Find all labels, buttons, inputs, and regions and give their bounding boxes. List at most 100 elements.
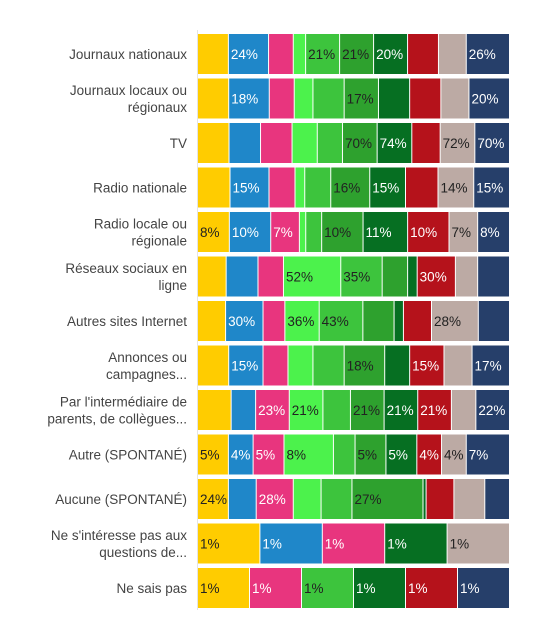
bar-segment [440,123,475,163]
data-label: 14% [441,181,468,196]
bar-segment [228,34,269,74]
bar-segment [378,78,410,119]
bar-segment [198,301,226,341]
bar-segment [271,212,299,252]
data-label: 30% [228,314,255,329]
bar-segment [302,568,353,608]
data-label: 43% [322,314,349,329]
data-label: 23% [258,403,285,418]
bar-segment [198,390,231,430]
data-label: 26% [469,47,496,62]
bar-segment [228,479,256,519]
data-label: 1% [408,581,428,596]
data-label: 1% [460,581,480,596]
category-label: Ne s'intéresse pas aux questions de... [51,528,187,560]
bar-segment [295,167,305,208]
bar-segment [370,167,405,208]
bar-segment [331,167,370,208]
bar-segment [292,123,317,163]
data-label: 7% [273,225,293,240]
data-label: 22% [478,403,505,418]
bar-segment [198,167,230,208]
bar-segment [417,434,442,475]
bar-segment [305,167,331,208]
bar-segment [438,34,466,74]
bar-segment [289,390,323,430]
data-label: 8% [286,448,306,463]
bar-segment [423,479,426,519]
bar-segment [466,434,509,475]
bar-segment [475,123,509,163]
data-label: 21% [308,47,335,62]
bar-segment [229,78,269,119]
bar-segment [306,34,340,74]
bar-segment [313,345,344,386]
bar-segment [344,345,385,386]
bar-segment [342,123,377,163]
bar-segment [441,78,469,119]
category-label: Autre (SPONTANÉ) [69,448,187,463]
bar-segment [198,345,229,386]
category-label: Radio nationale [93,181,187,196]
bar-segment [293,479,321,519]
bar-segment [408,256,417,297]
data-label: 28% [434,314,461,329]
data-label: 35% [343,270,370,285]
bar-segment [299,212,306,252]
data-label: 70% [345,136,372,151]
bar-segment [455,256,478,297]
bar-segment [469,78,509,119]
bar-segment [269,34,293,74]
data-label: 21% [420,403,447,418]
data-label: 36% [287,314,314,329]
category-label: Autres sites Internet [67,314,187,329]
data-label: 52% [286,270,313,285]
bar-segment [478,301,509,341]
bar-segment [408,212,449,252]
bar-segment [198,78,229,119]
bar-segment [478,256,509,297]
bar-segment [226,256,258,297]
bar-segment [285,301,319,341]
bar-segment [198,123,229,163]
data-label: 1% [200,537,220,552]
bar-segment [472,345,509,386]
bar-segment [406,568,457,608]
bar-segment [231,390,256,430]
bar-segment [198,34,228,74]
category-label: Par l'intermédiaire de parents, de collèg… [47,395,187,427]
bar-segment [229,345,263,386]
data-label: 15% [372,181,399,196]
data-label: 7% [452,225,472,240]
bar-segment [363,301,394,341]
bar-segment [322,212,363,252]
bar-segment [253,434,284,475]
bar-segment [317,123,342,163]
data-label: 15% [233,181,260,196]
data-label: 70% [477,136,504,151]
data-label: 20% [376,47,403,62]
bar-segment [230,167,269,208]
bar-segment [385,523,447,564]
data-label: 5% [388,448,408,463]
category-label: Journaux locaux ou régionaux [70,83,187,115]
data-label: 21% [353,403,380,418]
data-label: 16% [333,181,360,196]
data-label: 11% [366,225,392,240]
bar-segment [350,390,384,430]
bar-segment [476,390,509,430]
bar-segment [319,301,363,341]
bar-segment [261,123,292,163]
data-label: 17% [347,92,374,107]
bar-segment [284,434,333,475]
bar-segment [458,568,509,608]
data-label: 8% [200,225,220,240]
bar-segment [408,34,438,74]
bar-segment [374,34,408,74]
bar-segment [447,523,509,564]
bar-segment [385,345,410,386]
data-label: 30% [420,270,447,285]
bar-segment [228,434,253,475]
bar-segment [229,123,261,163]
